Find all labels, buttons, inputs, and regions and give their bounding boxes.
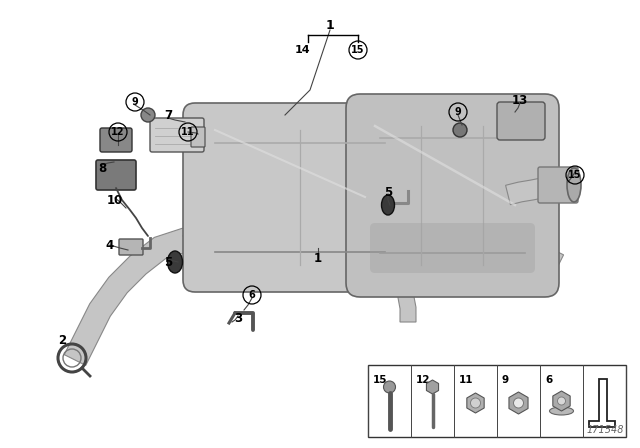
Polygon shape: [589, 379, 614, 427]
Ellipse shape: [381, 195, 394, 215]
FancyBboxPatch shape: [497, 102, 545, 140]
FancyBboxPatch shape: [346, 94, 559, 297]
Polygon shape: [356, 241, 416, 322]
Text: 11: 11: [459, 375, 474, 385]
Text: 4: 4: [106, 238, 114, 251]
Ellipse shape: [550, 407, 573, 415]
Polygon shape: [203, 225, 309, 277]
FancyBboxPatch shape: [191, 127, 205, 147]
Text: 15: 15: [568, 170, 582, 180]
Text: 12: 12: [416, 375, 431, 385]
Text: 13: 13: [512, 94, 528, 107]
Text: 6: 6: [248, 290, 255, 300]
Text: 15: 15: [351, 45, 365, 55]
Circle shape: [383, 381, 396, 393]
Text: 1: 1: [314, 251, 322, 264]
Text: 3: 3: [234, 311, 242, 324]
Circle shape: [557, 397, 566, 405]
Text: 14: 14: [294, 45, 310, 55]
Circle shape: [513, 398, 524, 408]
Text: 9: 9: [132, 97, 138, 107]
Circle shape: [453, 123, 467, 137]
Text: 9: 9: [502, 375, 509, 385]
Text: 12: 12: [111, 127, 125, 137]
Text: 9: 9: [454, 107, 461, 117]
FancyBboxPatch shape: [96, 160, 136, 190]
Text: 171548: 171548: [586, 425, 624, 435]
Text: 8: 8: [98, 161, 106, 175]
Text: 5: 5: [164, 255, 172, 268]
Polygon shape: [64, 224, 208, 366]
Text: 10: 10: [107, 194, 123, 207]
Ellipse shape: [567, 168, 581, 202]
Text: 11: 11: [181, 127, 195, 137]
Polygon shape: [506, 178, 544, 205]
FancyBboxPatch shape: [370, 223, 535, 273]
FancyBboxPatch shape: [150, 118, 204, 152]
Polygon shape: [542, 169, 574, 201]
Text: 6: 6: [545, 375, 552, 385]
Text: 1: 1: [326, 18, 334, 31]
FancyBboxPatch shape: [100, 128, 132, 152]
Text: 5: 5: [384, 185, 392, 198]
Polygon shape: [183, 200, 301, 248]
FancyBboxPatch shape: [119, 239, 143, 255]
Bar: [368, 365, 626, 437]
Circle shape: [470, 398, 481, 408]
Text: 2: 2: [58, 333, 66, 346]
FancyBboxPatch shape: [538, 167, 578, 203]
Ellipse shape: [168, 251, 182, 273]
Text: 7: 7: [164, 108, 172, 121]
Polygon shape: [499, 237, 564, 269]
Circle shape: [141, 108, 155, 122]
FancyBboxPatch shape: [183, 103, 417, 292]
Text: 15: 15: [373, 375, 387, 385]
